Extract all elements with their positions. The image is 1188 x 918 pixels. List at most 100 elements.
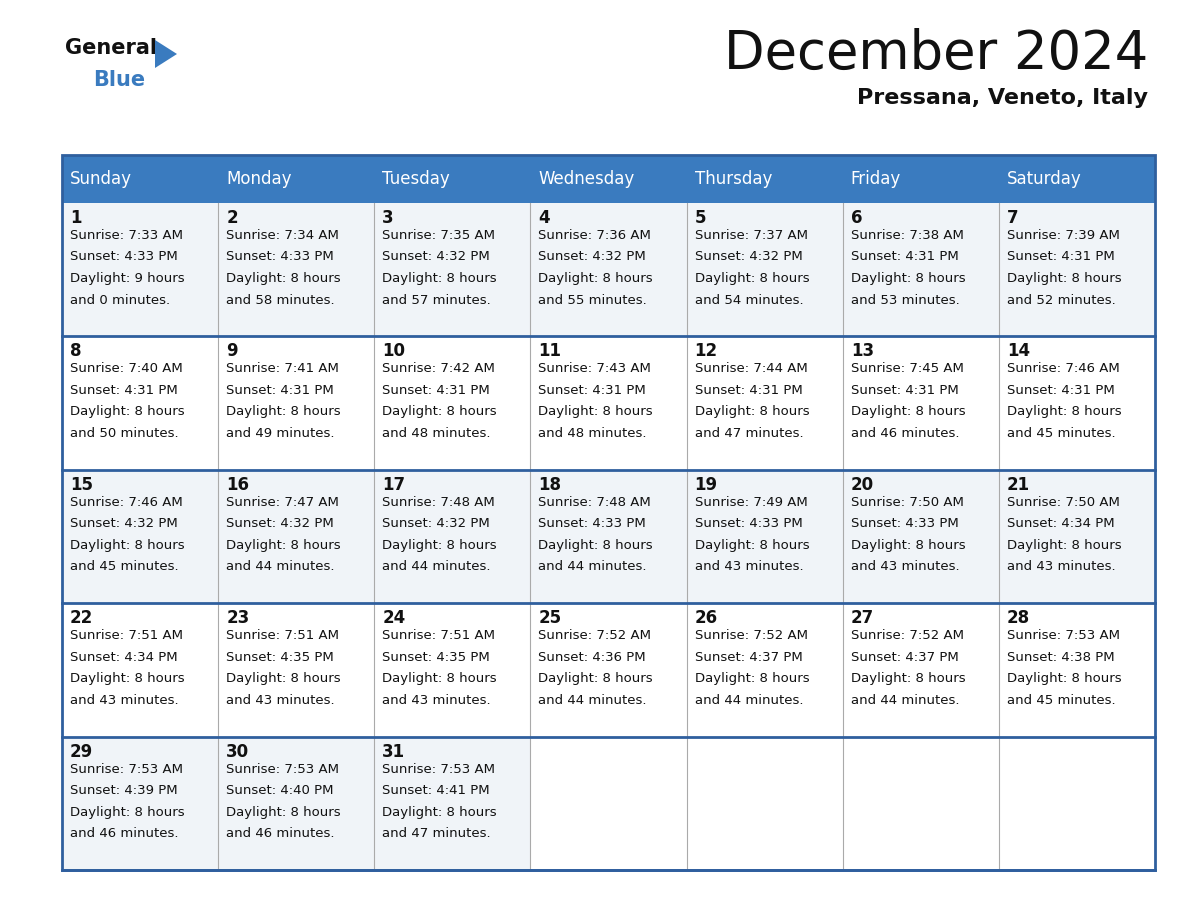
Text: Daylight: 8 hours: Daylight: 8 hours [1007,539,1121,552]
Text: and 53 minutes.: and 53 minutes. [851,294,960,307]
Text: and 44 minutes.: and 44 minutes. [226,560,335,574]
Text: and 0 minutes.: and 0 minutes. [70,294,170,307]
Text: and 52 minutes.: and 52 minutes. [1007,294,1116,307]
Bar [842,336,999,470]
Text: Daylight: 8 hours: Daylight: 8 hours [695,672,809,685]
Text: 10: 10 [383,342,405,361]
Text: Daylight: 8 hours: Daylight: 8 hours [383,672,497,685]
Bar [999,203,1155,336]
Text: Sunset: 4:31 PM: Sunset: 4:31 PM [851,384,959,397]
Bar [62,155,1155,870]
Text: Friday: Friday [851,170,901,188]
Text: Sunset: 4:32 PM: Sunset: 4:32 PM [226,518,334,531]
Bar [62,203,219,336]
Text: and 43 minutes.: and 43 minutes. [70,694,178,707]
Bar [374,470,530,603]
Text: Sunset: 4:35 PM: Sunset: 4:35 PM [226,651,334,664]
Bar [374,336,530,470]
Text: Sunset: 4:32 PM: Sunset: 4:32 PM [383,518,489,531]
Text: and 46 minutes.: and 46 minutes. [70,827,178,840]
Text: Daylight: 8 hours: Daylight: 8 hours [695,539,809,552]
Bar [62,155,219,203]
Text: and 45 minutes.: and 45 minutes. [1007,427,1116,440]
Text: Daylight: 8 hours: Daylight: 8 hours [851,672,966,685]
Text: 27: 27 [851,610,874,627]
Text: Sunrise: 7:34 AM: Sunrise: 7:34 AM [226,229,339,242]
Text: General: General [65,38,157,58]
Bar [374,603,530,736]
Text: Daylight: 8 hours: Daylight: 8 hours [1007,272,1121,285]
Text: 29: 29 [70,743,93,761]
Text: Sunset: 4:34 PM: Sunset: 4:34 PM [70,651,178,664]
Text: Daylight: 8 hours: Daylight: 8 hours [226,806,341,819]
Bar [687,470,842,603]
Text: 25: 25 [538,610,562,627]
Text: Daylight: 8 hours: Daylight: 8 hours [70,806,184,819]
Bar [687,603,842,736]
Text: and 46 minutes.: and 46 minutes. [851,427,959,440]
Text: Sunrise: 7:36 AM: Sunrise: 7:36 AM [538,229,651,242]
Text: Sunset: 4:38 PM: Sunset: 4:38 PM [1007,651,1114,664]
Text: Daylight: 8 hours: Daylight: 8 hours [538,272,653,285]
Text: and 44 minutes.: and 44 minutes. [538,694,647,707]
Text: Sunrise: 7:38 AM: Sunrise: 7:38 AM [851,229,963,242]
Bar [842,203,999,336]
Text: Sunset: 4:37 PM: Sunset: 4:37 PM [695,651,802,664]
Text: 19: 19 [695,476,718,494]
Text: Sunrise: 7:48 AM: Sunrise: 7:48 AM [538,496,651,509]
Text: Sunset: 4:36 PM: Sunset: 4:36 PM [538,651,646,664]
Text: Daylight: 8 hours: Daylight: 8 hours [383,539,497,552]
Bar [219,203,374,336]
Bar [999,603,1155,736]
Text: Sunrise: 7:53 AM: Sunrise: 7:53 AM [70,763,183,776]
Text: Daylight: 8 hours: Daylight: 8 hours [383,272,497,285]
Text: and 55 minutes.: and 55 minutes. [538,294,647,307]
Text: Sunset: 4:32 PM: Sunset: 4:32 PM [695,251,802,263]
Polygon shape [154,40,177,68]
Text: Daylight: 8 hours: Daylight: 8 hours [226,539,341,552]
Text: Daylight: 8 hours: Daylight: 8 hours [383,406,497,419]
Text: Sunrise: 7:40 AM: Sunrise: 7:40 AM [70,363,183,375]
Text: 28: 28 [1007,610,1030,627]
Bar [999,155,1155,203]
Text: Sunset: 4:35 PM: Sunset: 4:35 PM [383,651,489,664]
Text: and 45 minutes.: and 45 minutes. [1007,694,1116,707]
Text: and 48 minutes.: and 48 minutes. [538,427,647,440]
Text: Daylight: 8 hours: Daylight: 8 hours [226,672,341,685]
Text: Sunrise: 7:53 AM: Sunrise: 7:53 AM [226,763,339,776]
Text: and 43 minutes.: and 43 minutes. [226,694,335,707]
Text: and 48 minutes.: and 48 minutes. [383,427,491,440]
Text: and 44 minutes.: and 44 minutes. [383,560,491,574]
Text: 4: 4 [538,209,550,227]
Text: 18: 18 [538,476,562,494]
Text: Sunrise: 7:49 AM: Sunrise: 7:49 AM [695,496,808,509]
Text: 20: 20 [851,476,874,494]
Text: Sunset: 4:31 PM: Sunset: 4:31 PM [538,384,646,397]
Bar [219,336,374,470]
Bar [374,203,530,336]
Bar [62,470,219,603]
Text: Sunset: 4:34 PM: Sunset: 4:34 PM [1007,518,1114,531]
Text: and 44 minutes.: and 44 minutes. [538,560,647,574]
Text: Sunset: 4:31 PM: Sunset: 4:31 PM [851,251,959,263]
Bar [62,336,219,470]
Text: Daylight: 8 hours: Daylight: 8 hours [1007,406,1121,419]
Text: Sunrise: 7:41 AM: Sunrise: 7:41 AM [226,363,339,375]
Text: Sunset: 4:37 PM: Sunset: 4:37 PM [851,651,959,664]
Text: Blue: Blue [93,70,145,90]
Text: Sunset: 4:31 PM: Sunset: 4:31 PM [1007,384,1114,397]
Text: Sunrise: 7:47 AM: Sunrise: 7:47 AM [226,496,339,509]
Text: 15: 15 [70,476,93,494]
Text: Sunrise: 7:33 AM: Sunrise: 7:33 AM [70,229,183,242]
Text: and 45 minutes.: and 45 minutes. [70,560,178,574]
Bar [62,603,219,736]
Text: Wednesday: Wednesday [538,170,634,188]
Text: and 49 minutes.: and 49 minutes. [226,427,335,440]
Text: Sunrise: 7:42 AM: Sunrise: 7:42 AM [383,363,495,375]
Text: Daylight: 8 hours: Daylight: 8 hours [226,272,341,285]
Text: 3: 3 [383,209,394,227]
Text: Sunrise: 7:51 AM: Sunrise: 7:51 AM [70,629,183,643]
Text: Monday: Monday [226,170,291,188]
Text: Sunset: 4:33 PM: Sunset: 4:33 PM [226,251,334,263]
Text: Sunrise: 7:44 AM: Sunrise: 7:44 AM [695,363,808,375]
